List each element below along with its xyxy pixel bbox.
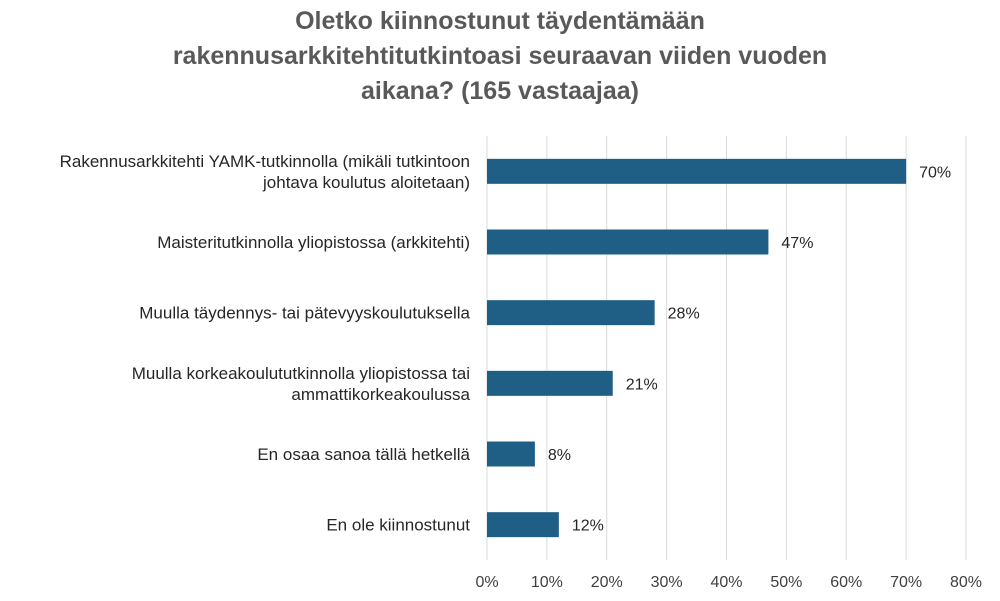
- category-label: Maisteritutkinnolla yliopistossa (arkkit…: [157, 233, 470, 252]
- x-tick-label: 70%: [890, 574, 922, 591]
- data-label: 47%: [781, 235, 813, 252]
- x-tick-label: 0%: [475, 574, 498, 591]
- data-label: 8%: [548, 447, 571, 464]
- chart-title-line-2: rakennusarkkitehtitutkintoasi seuraavan …: [172, 42, 828, 70]
- x-tick-label: 30%: [651, 574, 683, 591]
- data-label: 12%: [572, 518, 604, 535]
- bar: [487, 512, 559, 538]
- data-label: 21%: [626, 376, 658, 393]
- x-tick-label: 20%: [591, 574, 623, 591]
- chart-title-line-3: aikana? (165 vastaajaa): [361, 77, 639, 105]
- data-label: 70%: [919, 164, 951, 181]
- category-label: En ole kiinnostunut: [326, 516, 470, 535]
- chart-title-line-1: Oletko kiinnostunut täydentämään: [295, 7, 705, 35]
- x-tick-label: 80%: [950, 574, 982, 591]
- bar: [487, 300, 655, 326]
- x-tick-label: 40%: [710, 574, 742, 591]
- x-tick-label: 50%: [770, 574, 802, 591]
- bar: [487, 370, 613, 396]
- category-label: Muulla täydennys- tai pätevyyskoulutukse…: [139, 304, 470, 323]
- data-label: 28%: [668, 306, 700, 323]
- category-label: En osaa sanoa tällä hetkellä: [257, 445, 470, 464]
- category-label: ammattikorkeakoulussa: [291, 385, 470, 404]
- bar: [487, 229, 769, 255]
- category-label: johtava koulutus aloitetaan): [262, 173, 470, 192]
- category-label: Muulla korkeakoulututkinnolla yliopistos…: [132, 364, 470, 383]
- bar: [487, 158, 907, 184]
- bar: [487, 441, 535, 467]
- chart-title: Oletko kiinnostunut täydentämään rakennu…: [0, 4, 1000, 109]
- category-label: Rakennusarkkitehti YAMK-tutkinnolla (mik…: [60, 152, 470, 171]
- x-tick-label: 10%: [531, 574, 563, 591]
- x-tick-label: 60%: [830, 574, 862, 591]
